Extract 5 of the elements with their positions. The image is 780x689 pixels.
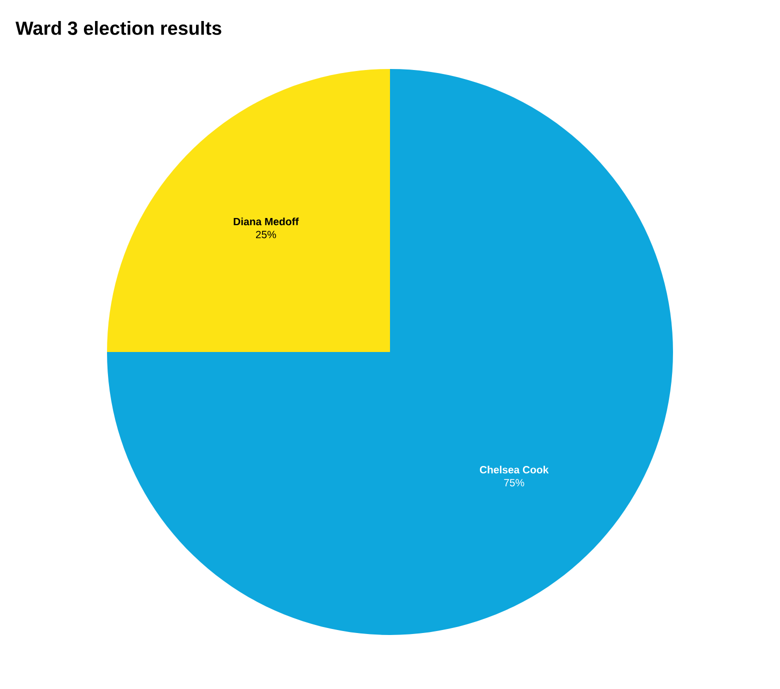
slice-label: Diana Medoff <box>234 218 299 226</box>
data-label: 25% <box>256 230 276 238</box>
data-label: 75% <box>504 479 524 486</box>
chart-title: Ward 3 election results <box>16 21 222 35</box>
slice-label: Chelsea Cook <box>480 466 549 474</box>
